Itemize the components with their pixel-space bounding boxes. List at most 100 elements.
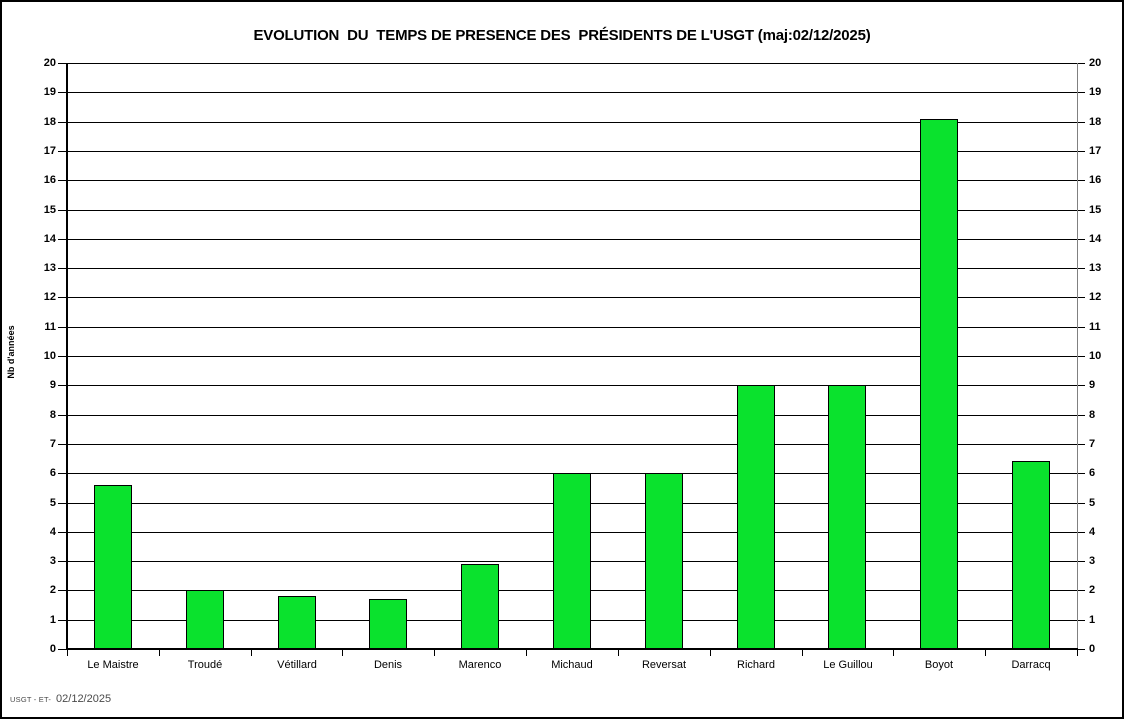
y-axis-tick-right — [1078, 327, 1085, 328]
x-axis-label: Richard — [737, 659, 775, 671]
plot-area — [67, 63, 1077, 649]
gridline — [67, 122, 1077, 123]
y-axis-label-left: 7 — [49, 438, 56, 450]
x-axis-tick — [985, 650, 986, 656]
bar — [186, 590, 224, 649]
y-axis-label-right: 7 — [1089, 438, 1096, 450]
gridline — [67, 297, 1077, 298]
y-axis-label-left: 5 — [49, 497, 56, 509]
x-axis-tick — [434, 650, 435, 656]
x-axis-tick — [67, 650, 68, 656]
bar — [920, 119, 958, 649]
y-axis-tick-left — [58, 590, 66, 591]
y-axis-tick-left — [58, 620, 66, 621]
y-axis-tick-right — [1078, 620, 1085, 621]
y-axis-label-left: 16 — [43, 174, 56, 186]
y-axis-label-right: 1 — [1089, 614, 1096, 626]
y-axis-tick-right — [1078, 63, 1085, 64]
y-axis-label-left: 14 — [43, 233, 56, 245]
y-axis-label-right: 6 — [1089, 467, 1096, 479]
y-axis-tick-right — [1078, 297, 1085, 298]
y-axis-label-left: 0 — [49, 643, 56, 655]
y-axis-label-right: 14 — [1089, 233, 1102, 245]
y-axis-label-left: 12 — [43, 291, 56, 303]
y-axis-tick-right — [1078, 590, 1085, 591]
y-axis-label-right: 2 — [1089, 584, 1096, 596]
y-axis-label-right: 10 — [1089, 350, 1102, 362]
y-axis-line-left — [66, 63, 68, 650]
y-axis-label-left: 20 — [43, 57, 56, 69]
x-axis-tick — [893, 650, 894, 656]
y-axis-tick-right — [1078, 561, 1085, 562]
x-axis-label: Reversat — [641, 659, 687, 671]
x-axis-label: Denis — [373, 659, 403, 671]
y-axis-tick-left — [58, 151, 66, 152]
y-axis-tick-left — [58, 415, 66, 416]
bar — [645, 473, 683, 649]
y-axis-tick-left — [58, 532, 66, 533]
y-axis-label-left: 3 — [49, 555, 56, 567]
x-axis-tick — [251, 650, 252, 656]
y-axis-tick-left — [58, 444, 66, 445]
y-axis-label-left: 13 — [43, 262, 56, 274]
gridline — [67, 63, 1077, 64]
gridline — [67, 151, 1077, 152]
y-axis-tick-left — [58, 561, 66, 562]
y-axis-label-right: 12 — [1089, 291, 1102, 303]
y-axis-tick-left — [58, 649, 66, 650]
y-axis-label-right: 0 — [1089, 643, 1096, 655]
y-axis-label-right: 19 — [1089, 86, 1102, 98]
x-axis-label: Le Guillou — [823, 659, 873, 671]
y-axis-tick-right — [1078, 532, 1085, 533]
y-axis-label-right: 15 — [1089, 204, 1102, 216]
y-axis-tick-right — [1078, 385, 1085, 386]
y-axis-tick-left — [58, 210, 66, 211]
footer: USGT - ET- 02/12/2025 — [10, 693, 111, 705]
x-axis-label: Le Maistre — [87, 659, 139, 671]
x-axis-label: Vétillard — [277, 659, 317, 671]
y-axis-label-left: 18 — [43, 116, 56, 128]
y-axis-label-right: 4 — [1089, 526, 1096, 538]
x-axis-label: Michaud — [551, 659, 593, 671]
y-axis-label-left: 10 — [43, 350, 56, 362]
y-axis-tick-left — [58, 268, 66, 269]
gridline — [67, 356, 1077, 357]
bar — [461, 564, 499, 649]
y-axis-tick-right — [1078, 92, 1085, 93]
gridline — [67, 327, 1077, 328]
bar — [1012, 461, 1050, 649]
bar — [737, 385, 775, 649]
y-axis-label-right: 18 — [1089, 116, 1102, 128]
y-axis-tick-right — [1078, 444, 1085, 445]
bar — [278, 596, 316, 649]
y-axis-label-right: 20 — [1089, 57, 1102, 69]
y-axis-label-left: 4 — [49, 526, 56, 538]
gridline — [67, 385, 1077, 386]
y-axis-tick-left — [58, 63, 66, 64]
gridline — [67, 268, 1077, 269]
y-axis-tick-left — [58, 239, 66, 240]
y-axis-tick-left — [58, 327, 66, 328]
gridline — [67, 444, 1077, 445]
y-axis-tick-left — [58, 180, 66, 181]
y-axis-tick-right — [1078, 122, 1085, 123]
x-axis-tick — [710, 650, 711, 656]
y-axis-tick-left — [58, 92, 66, 93]
y-axis-tick-left — [58, 297, 66, 298]
y-axis-label-left: 17 — [43, 145, 56, 157]
y-axis-tick-right — [1078, 356, 1085, 357]
y-axis-tick-left — [58, 122, 66, 123]
y-axis-label-right: 11 — [1089, 321, 1101, 333]
y-axis-tick-right — [1078, 473, 1085, 474]
y-axis-label-left: 1 — [49, 614, 56, 626]
y-axis-tick-right — [1078, 268, 1085, 269]
bar — [828, 385, 866, 649]
bar — [553, 473, 591, 649]
y-axis-tick-left — [58, 503, 66, 504]
y-axis-label-right: 5 — [1089, 497, 1096, 509]
footer-date: 02/12/2025 — [56, 693, 112, 705]
y-axis-tick-right — [1078, 151, 1085, 152]
y-axis-label-right: 17 — [1089, 145, 1102, 157]
x-axis-tick — [159, 650, 160, 656]
